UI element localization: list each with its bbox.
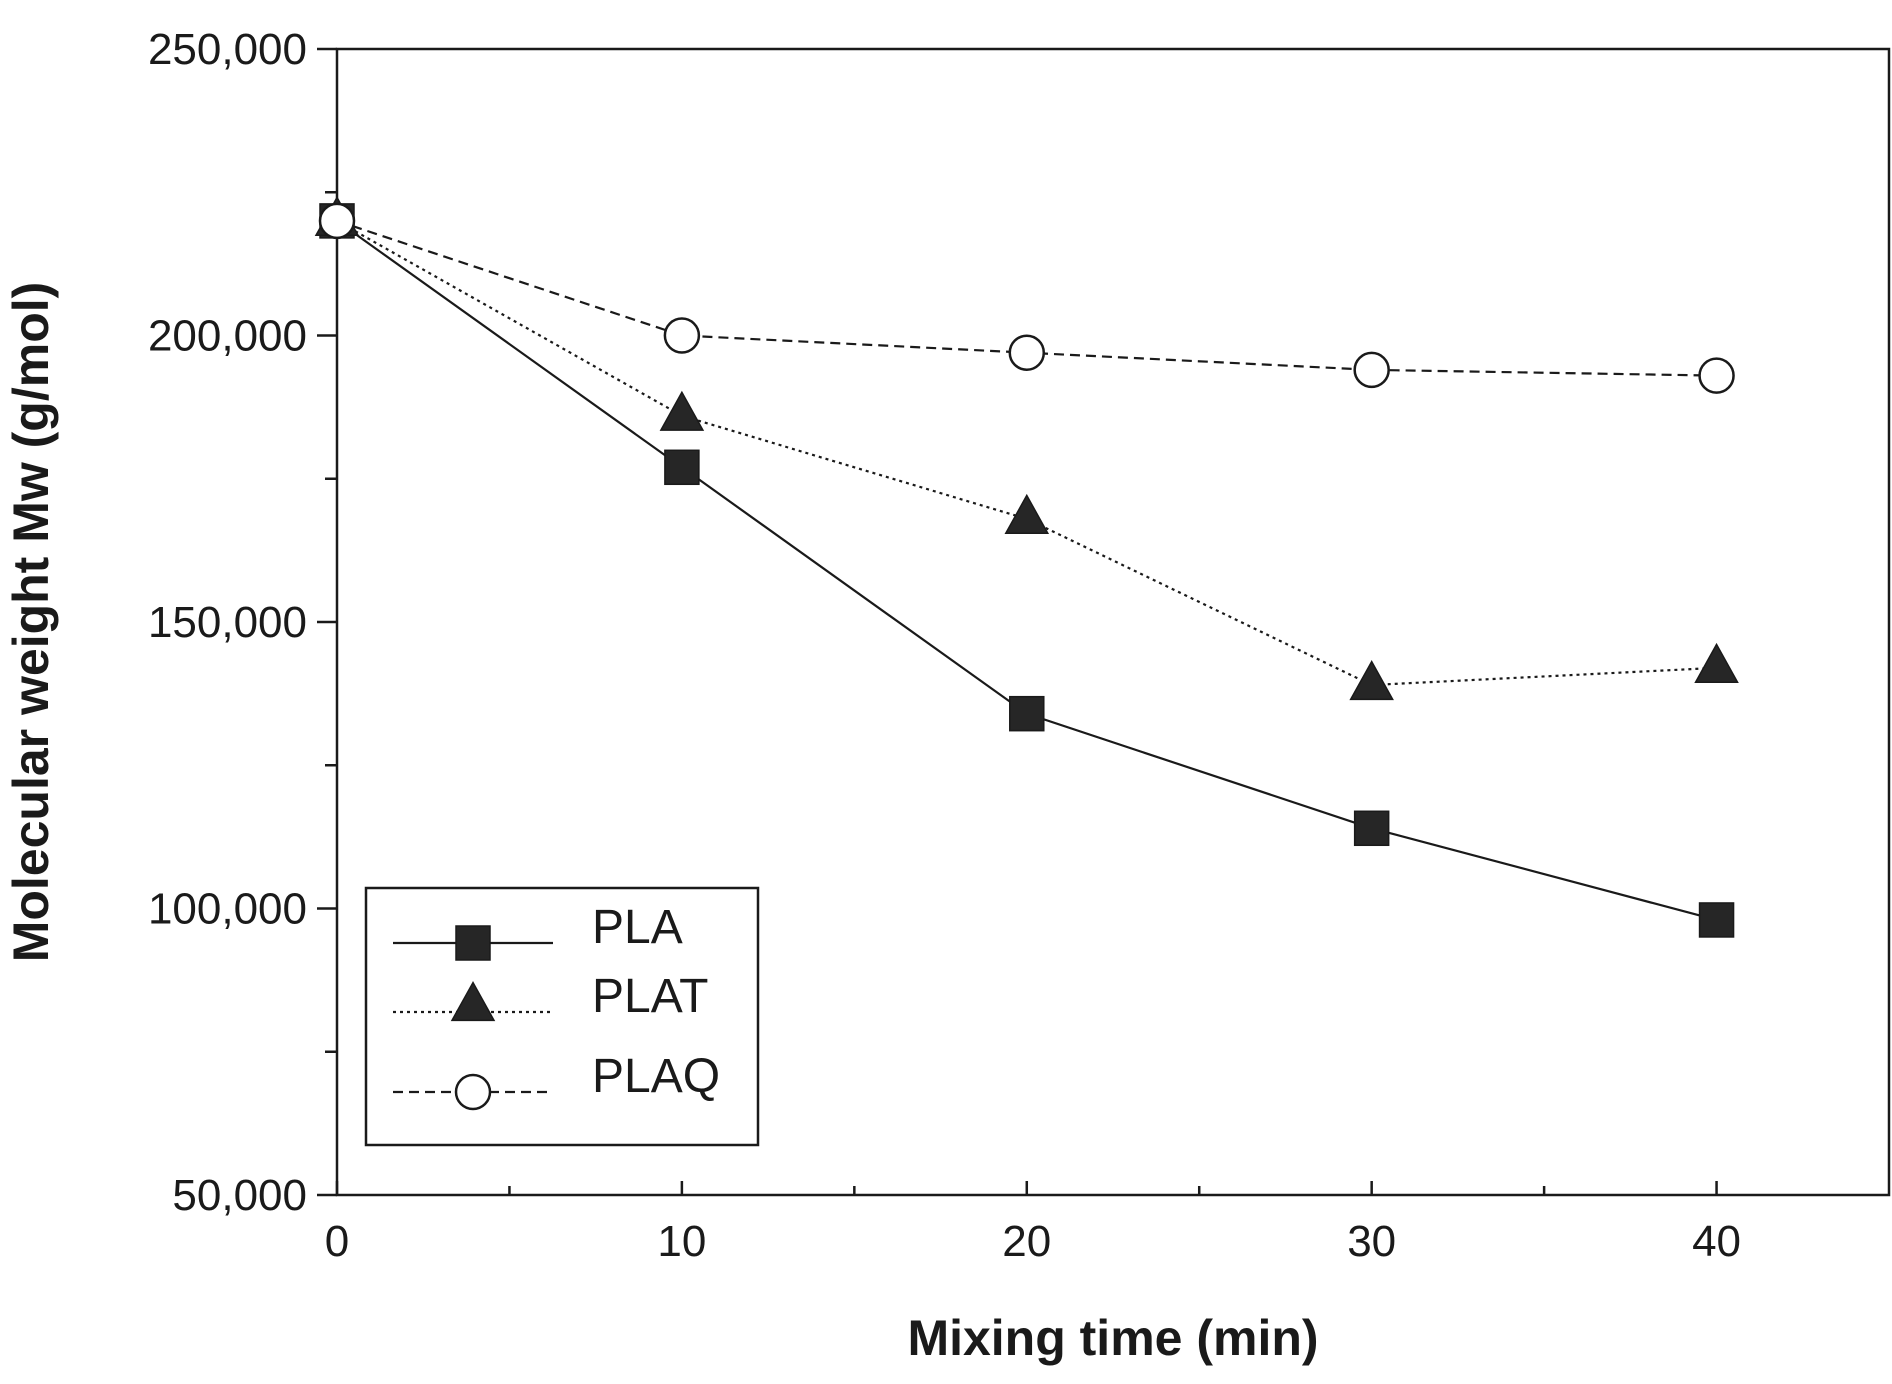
legend-label-pla: PLA	[592, 901, 683, 954]
data-point-plat	[1349, 660, 1394, 701]
legend: PLA PLAT PLAQ	[364, 886, 760, 1147]
y-tick-label: 250,000	[148, 25, 307, 74]
data-point-pla	[1353, 810, 1390, 847]
data-point-plaq	[1008, 334, 1046, 371]
tick-labels: 0 10 20 30 40 50,000 100,000 150,000 200,000 250,…	[148, 25, 1741, 1266]
data-point-pla	[1009, 695, 1045, 732]
data-point-plaq	[318, 202, 356, 240]
y-tick-label: 50,000	[172, 1171, 307, 1220]
data-point-plaq	[663, 317, 701, 354]
x-tick-label: 30	[1347, 1217, 1396, 1266]
y-tick-label: 150,000	[148, 598, 307, 647]
data-point-plat	[1694, 642, 1739, 683]
data-point-pla	[1698, 902, 1735, 938]
x-tick-label: 40	[1692, 1217, 1741, 1266]
series-lines	[336, 219, 1717, 922]
y-axis-title: Molecular weight Mw (g/mol)	[3, 282, 59, 963]
x-tick-label: 0	[325, 1217, 349, 1266]
y-tick-label: 200,000	[148, 312, 307, 361]
data-point-plaq	[1353, 351, 1390, 389]
x-tick-label: 10	[657, 1217, 706, 1266]
series-line-plat	[336, 219, 1717, 687]
legend-label-plaq: PLAQ	[592, 1050, 720, 1103]
legend-marker-plat	[450, 981, 496, 1022]
x-axis-title: Mixing time (min)	[907, 1310, 1318, 1366]
data-point-plat	[659, 390, 705, 431]
series-line-pla	[336, 220, 1717, 922]
y-tick-label: 100,000	[148, 885, 307, 934]
legend-box	[364, 886, 760, 1147]
x-tick-label: 20	[1002, 1217, 1051, 1266]
data-point-plaq	[1698, 357, 1735, 394]
legend-marker-pla	[455, 925, 491, 961]
legend-marker-plaq	[454, 1073, 492, 1111]
series-markers	[314, 195, 1739, 938]
legend-label-plat: PLAT	[592, 970, 708, 1023]
axis-ticks	[317, 47, 1718, 1197]
data-point-pla	[664, 449, 700, 486]
data-point-plat	[1004, 493, 1050, 534]
